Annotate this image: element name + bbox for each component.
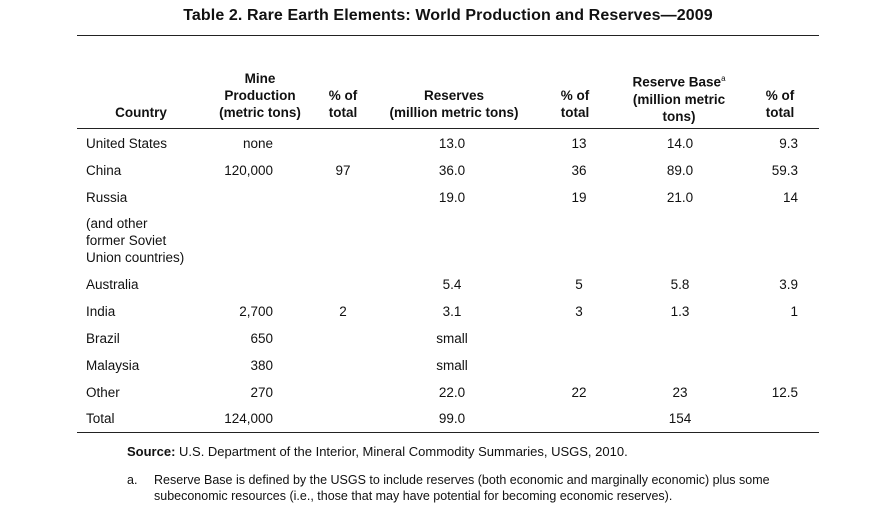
mine-production-cell: 2,700 xyxy=(239,304,273,319)
mine-production-cell: 120,000 xyxy=(224,163,273,178)
source-line: Source: U.S. Department of the Interior,… xyxy=(127,444,628,460)
pct-total-2-cell: 22 xyxy=(571,385,587,400)
reserves-cell: 13.0 xyxy=(438,136,466,151)
country-cell: Australia xyxy=(86,277,139,292)
reserve-base-cell: 14.0 xyxy=(666,136,694,151)
mine-production-cell: none xyxy=(242,136,274,151)
pct-total-3-cell: 12.5 xyxy=(771,385,798,400)
reserves-cell: small xyxy=(436,331,468,346)
reserve-base-cell: 154 xyxy=(668,411,692,426)
reserves-cell: 22.0 xyxy=(438,385,466,400)
reserve-base-cell: 89.0 xyxy=(666,163,694,178)
footnote-text: Reserve Base is defined by the USGS to i… xyxy=(154,473,770,503)
reserves-cell: 5.4 xyxy=(442,277,462,292)
pct-total-2-cell: 3 xyxy=(575,304,583,319)
country-cell: Brazil xyxy=(86,331,120,346)
pct-total-3-cell: 14 xyxy=(782,190,798,205)
pct-total-3-cell: 3.9 xyxy=(779,277,798,292)
header-country: Country xyxy=(115,105,167,120)
reserve-base-cell: 21.0 xyxy=(666,190,694,205)
reserve-base-cell: 23 xyxy=(672,385,688,400)
reserves-cell: 99.0 xyxy=(438,411,466,426)
header-pct-total-1: % of total xyxy=(328,88,358,120)
reserves-cell: 3.1 xyxy=(442,304,462,319)
pct-total-2-cell: 13 xyxy=(571,136,587,151)
country-cell: Russia xyxy=(86,190,128,205)
header-rule xyxy=(77,128,819,129)
country-cell: Other xyxy=(86,385,120,400)
reserve-base-cell: 1.3 xyxy=(670,304,690,319)
country-cell: India xyxy=(86,304,116,319)
pct-total-3-cell: 1 xyxy=(790,304,798,319)
country-cell: China xyxy=(86,163,122,178)
country-cell: United States xyxy=(86,136,168,151)
header-reserve-base: Reserve Basea (million metric tons) xyxy=(632,74,726,124)
pct-total-1-cell: 97 xyxy=(335,163,351,178)
reserve-base-cell: 5.8 xyxy=(670,277,690,292)
pct-total-2-cell: 19 xyxy=(571,190,587,205)
header-reserves: Reserves (million metric tons) xyxy=(389,88,519,120)
mine-production-cell: 380 xyxy=(250,358,273,373)
header-pct-total-2: % of total xyxy=(560,88,590,120)
reserves-cell: 19.0 xyxy=(438,190,466,205)
top-rule xyxy=(77,35,819,36)
mine-production-cell: 124,000 xyxy=(224,411,273,426)
table-title: Table 2. Rare Earth Elements: World Prod… xyxy=(183,7,713,24)
footnote-marker: a. xyxy=(127,473,138,487)
pct-total-3-cell: 9.3 xyxy=(779,136,798,151)
header-pct-total-3: % of total xyxy=(765,88,795,120)
mine-production-cell: 650 xyxy=(250,331,273,346)
reserves-cell: 36.0 xyxy=(438,163,466,178)
bottom-rule xyxy=(77,432,819,433)
pct-total-2-cell: 36 xyxy=(571,163,587,178)
country-note-cell: (and other former Soviet Union countries… xyxy=(86,216,185,265)
header-mine-production: Mine Production (metric tons) xyxy=(219,71,301,120)
footnote-a-marker: a xyxy=(721,74,726,83)
pct-total-3-cell: 59.3 xyxy=(771,163,798,178)
mine-production-cell: 270 xyxy=(250,385,273,400)
source-text: U.S. Department of the Interior, Mineral… xyxy=(175,444,628,459)
pct-total-1-cell: 2 xyxy=(339,304,347,319)
pct-total-2-cell: 5 xyxy=(575,277,583,292)
country-cell: Malaysia xyxy=(86,358,140,373)
reserves-cell: small xyxy=(436,358,468,373)
source-label: Source: xyxy=(127,444,176,459)
country-cell: Total xyxy=(86,411,115,426)
